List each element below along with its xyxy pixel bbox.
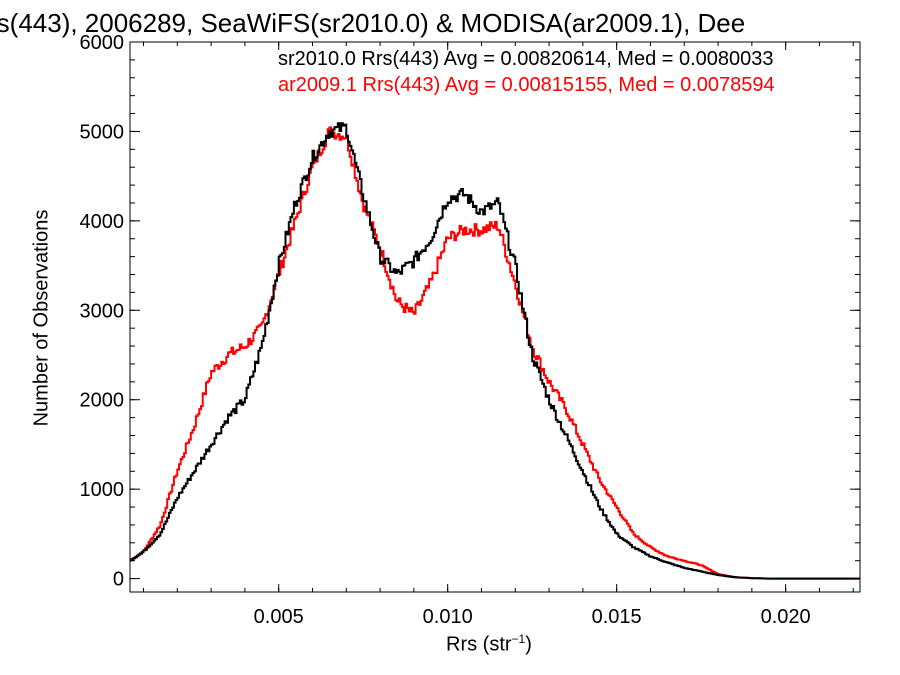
axis-ticks: 0.005 0.010 0.015 0.020 0 1000 2000 3000 4000 500…	[80, 32, 860, 628]
y-tick-label: 4000	[80, 211, 125, 233]
x-axis-label: Rrs (str−1)	[446, 632, 532, 656]
plot-frame	[129, 41, 861, 593]
x-tick-label: 0.015	[592, 606, 642, 628]
y-tick-label: 3000	[80, 300, 125, 322]
legend-entry-red: ar2009.1 Rrs(443) Avg = 0.00815155, Med …	[278, 74, 775, 96]
y-tick-label: 5000	[80, 121, 125, 143]
y-axis-label: Number of Observations	[30, 209, 53, 427]
x-tick-label: 0.010	[423, 606, 473, 628]
chart-title: rs(443), 2006289, SeaWiFS(sr2010.0) & MO…	[0, 8, 746, 38]
x-tick-label: 0.020	[761, 606, 811, 628]
x-axis-label-sup: −1	[511, 632, 526, 646]
series-line-0	[130, 122, 860, 580]
y-tick-label: 1000	[80, 479, 125, 501]
y-tick-label: 2000	[80, 390, 125, 412]
y-tick-label: 0	[113, 569, 124, 591]
series-layer	[130, 122, 860, 580]
series-line-1	[130, 126, 860, 580]
legend-entry-black: sr2010.0 Rrs(443) Avg = 0.00820614, Med …	[278, 48, 774, 70]
y-tick-label: 6000	[80, 32, 125, 54]
x-tick-label: 0.005	[254, 606, 304, 628]
